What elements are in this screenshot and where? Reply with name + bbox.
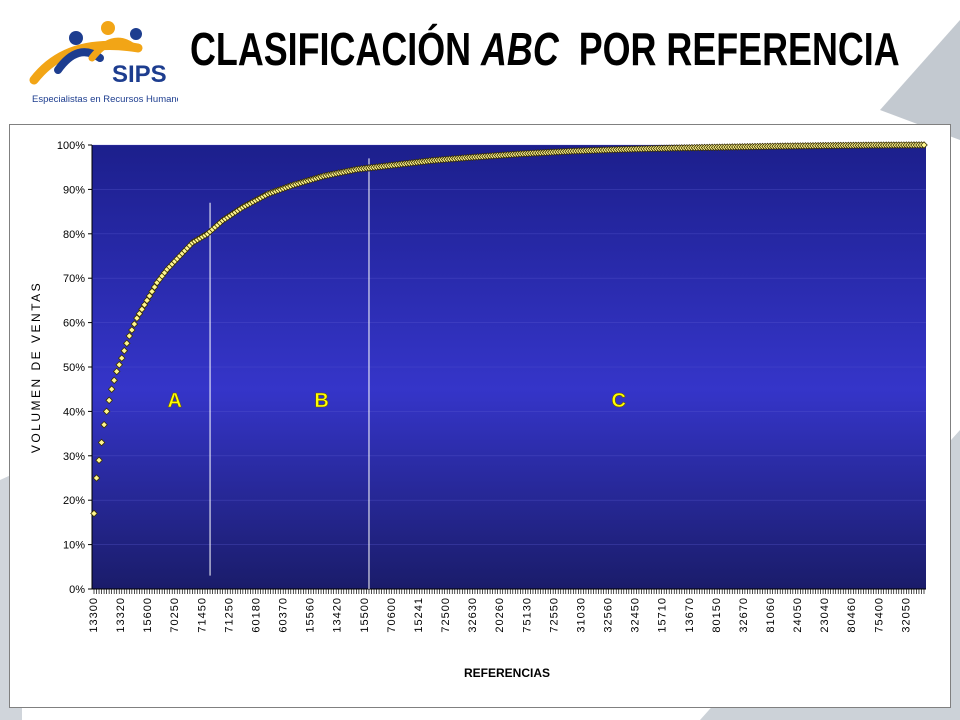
x-tick-label: 60370 (278, 597, 290, 633)
x-tick-label: 60180 (250, 597, 262, 633)
y-tick-label: 10% (63, 540, 85, 552)
x-tick-label: 80150 (711, 597, 723, 633)
y-tick-label: 40% (63, 406, 85, 418)
zone-dividers: A B C (167, 158, 626, 589)
x-axis-ticks: 13300 13320 15600 70250 71450 71250 60180 60370… (88, 589, 925, 633)
x-tick-label: 13300 (88, 597, 100, 633)
y-tick-label: 50% (63, 362, 85, 374)
chart-container: 0% 10% 20% 30% 40% 50% 60% 70% 80% 90% 100% 13300 1… (9, 124, 951, 708)
y-tick-label: 0% (69, 584, 85, 596)
x-tick-label: 32670 (738, 597, 750, 633)
data-series (90, 141, 928, 518)
data-point (102, 407, 111, 416)
x-tick-label: 15560 (305, 597, 317, 633)
x-tick-label: 75130 (521, 597, 533, 633)
logo-brand: SIPS (112, 61, 167, 88)
logo-tagline: Especialistas en Recursos Humanos (32, 94, 178, 105)
zone-label-a: A (167, 390, 181, 412)
y-tick-label: 30% (63, 451, 85, 463)
data-point (100, 420, 108, 429)
x-tick-label: 71250 (223, 597, 235, 633)
x-tick-label: 70250 (169, 597, 181, 633)
x-tick-label: 75400 (873, 597, 885, 633)
page-title: CLASIFICACIÓN ABC POR REFERENCIA (190, 23, 900, 75)
data-point (95, 456, 103, 465)
zone-label-b: B (314, 390, 328, 412)
data-point (107, 385, 116, 393)
data-point (117, 354, 126, 362)
x-tick-label: 70600 (386, 597, 398, 633)
x-tick-label: 20260 (494, 597, 506, 633)
x-tick-label: 81060 (765, 597, 777, 633)
y-axis-label: VOLUMEN DE VENTAS (29, 281, 43, 453)
data-point (90, 509, 98, 518)
data-point (112, 367, 121, 376)
x-tick-label: 72550 (548, 597, 560, 633)
x-tick-label: 32450 (630, 597, 642, 633)
y-tick-label: 80% (63, 229, 85, 241)
x-tick-label: 13670 (684, 597, 696, 633)
y-tick-label: 60% (63, 318, 85, 330)
data-point (92, 474, 101, 482)
x-tick-label: 31030 (575, 597, 587, 633)
x-tick-label: 15600 (142, 597, 154, 633)
data-point (97, 438, 106, 447)
company-logo: SIPS Especialistas en Recursos Humanos (28, 18, 187, 108)
data-point (115, 361, 123, 369)
zone-label-c: C (612, 390, 626, 412)
data-point (128, 326, 136, 334)
y-tick-label: 100% (57, 140, 85, 152)
x-tick-label: 32560 (603, 597, 615, 633)
x-tick-label: 32050 (900, 597, 912, 633)
y-tick-label: 20% (63, 495, 85, 507)
y-tick-label: 70% (63, 273, 85, 285)
x-tick-label: 80460 (846, 597, 858, 633)
x-tick-label: 15710 (657, 597, 669, 633)
x-axis-label: REFERENCIAS (464, 666, 550, 680)
x-tick-label: 15241 (413, 597, 425, 633)
data-point (125, 332, 134, 340)
data-point (120, 346, 129, 355)
x-tick-label: 72500 (440, 597, 452, 633)
y-tick-label: 90% (63, 184, 85, 196)
x-tick-label: 13320 (115, 597, 127, 633)
x-tick-label: 32630 (467, 597, 479, 633)
y-axis-ticks: 0% 10% 20% 30% 40% 50% 60% 70% 80% 90% 100% (57, 140, 926, 596)
x-tick-label: 23040 (819, 597, 831, 633)
abc-chart: 0%10%20%30%40%50%60%70%80%90%100% 13300 1… (29, 140, 928, 680)
x-tick-label: 13420 (332, 597, 344, 633)
data-point (920, 141, 928, 149)
data-point (110, 376, 118, 385)
data-point (105, 396, 113, 405)
data-point (130, 320, 139, 328)
x-tick-label: 24050 (792, 597, 804, 633)
data-point (123, 339, 131, 348)
x-tick-label: 71450 (196, 597, 208, 633)
x-tick-label: 15500 (359, 597, 371, 633)
